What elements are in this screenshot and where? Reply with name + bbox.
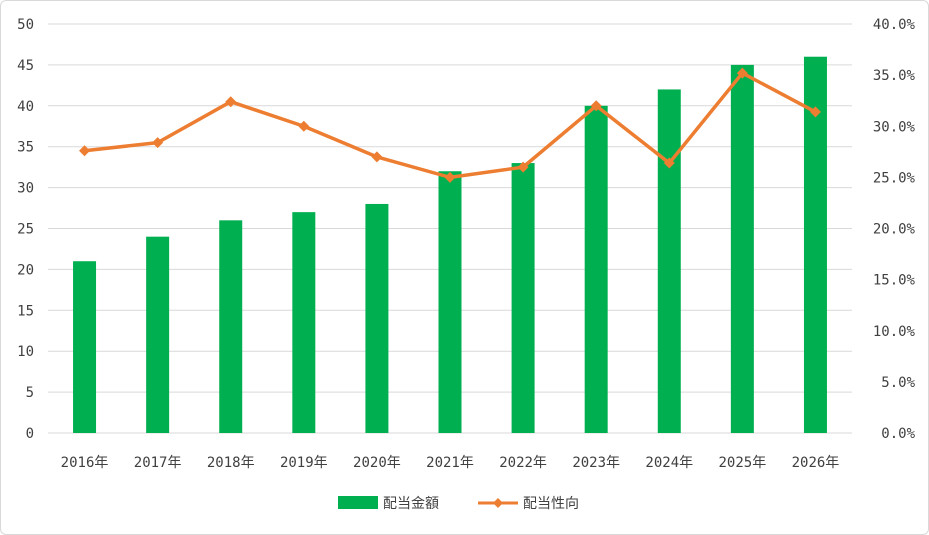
y-left-tick-label: 30 xyxy=(17,181,34,197)
bar xyxy=(511,163,535,433)
y-right-tick-label: 0.0% xyxy=(881,426,915,442)
bar xyxy=(438,171,462,434)
x-tick-label: 2017年 xyxy=(134,455,182,471)
y-right-tick-label: 25.0% xyxy=(873,170,916,186)
x-tick-label: 2026年 xyxy=(792,455,840,471)
line-point xyxy=(663,157,675,169)
line-point xyxy=(809,106,821,118)
bar xyxy=(146,236,170,433)
y-left-tick-label: 40 xyxy=(17,99,34,115)
y-left-tick-label: 5 xyxy=(26,385,34,401)
line-point xyxy=(79,145,91,157)
legend-marker-line xyxy=(493,498,503,508)
x-tick-label: 2022年 xyxy=(499,455,547,471)
y-right-tick-label: 10.0% xyxy=(873,324,916,340)
y-left-tick-label: 15 xyxy=(17,303,34,319)
x-tick-label: 2021年 xyxy=(426,455,474,471)
y-right-tick-label: 15.0% xyxy=(873,273,916,289)
y-left-tick-label: 0 xyxy=(26,426,34,442)
y-left-tick-label: 20 xyxy=(17,262,34,278)
x-tick-label: 2018年 xyxy=(207,455,255,471)
y-right-tick-label: 5.0% xyxy=(881,375,915,391)
y-right-tick-label: 40.0% xyxy=(873,17,916,33)
x-tick-label: 2025年 xyxy=(719,455,767,471)
legend-label-bar: 配当金額 xyxy=(383,496,439,512)
y-left-tick-label: 35 xyxy=(17,140,34,156)
bar xyxy=(292,212,316,433)
line-point xyxy=(371,151,383,163)
bar xyxy=(657,89,681,433)
y-left-tick-label: 45 xyxy=(17,58,34,74)
line-point xyxy=(517,161,529,173)
x-tick-label: 2020年 xyxy=(353,455,401,471)
bar xyxy=(73,261,97,433)
bar xyxy=(365,203,389,433)
bar xyxy=(730,64,754,434)
bar xyxy=(803,56,827,433)
line-point xyxy=(590,100,602,112)
y-left-tick-label: 50 xyxy=(17,17,34,33)
line-point xyxy=(736,67,748,79)
line-point xyxy=(152,137,164,149)
y-left-tick-label: 10 xyxy=(17,344,34,360)
y-right-tick-label: 35.0% xyxy=(873,68,916,84)
bar xyxy=(584,105,608,434)
line-point xyxy=(225,96,237,108)
y-left-tick-label: 25 xyxy=(17,222,34,238)
x-tick-label: 2016年 xyxy=(61,455,109,471)
legend-swatch-bar xyxy=(338,496,378,509)
x-tick-label: 2019年 xyxy=(280,455,328,471)
y-right-tick-label: 20.0% xyxy=(873,222,916,238)
bar xyxy=(219,220,243,433)
y-right-tick-label: 30.0% xyxy=(873,119,916,135)
x-tick-label: 2024年 xyxy=(645,455,693,471)
line-point xyxy=(298,120,310,132)
legend-label-line: 配当性向 xyxy=(523,496,579,512)
series-line xyxy=(84,71,817,180)
x-tick-label: 2023年 xyxy=(572,455,620,471)
line-point xyxy=(444,171,456,183)
